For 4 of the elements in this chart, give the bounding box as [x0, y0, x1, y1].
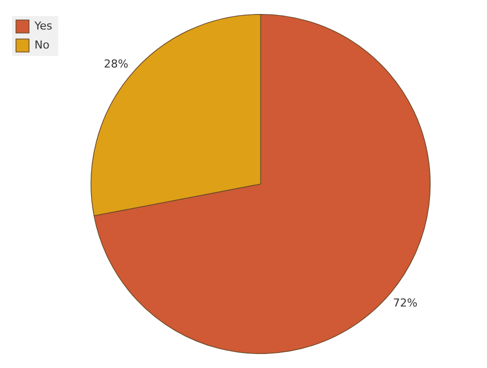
legend-label: No: [34, 38, 50, 52]
data-label: 72%: [392, 296, 418, 310]
data-label: 28%: [104, 57, 128, 70]
legend-label: Yes: [34, 19, 53, 32]
